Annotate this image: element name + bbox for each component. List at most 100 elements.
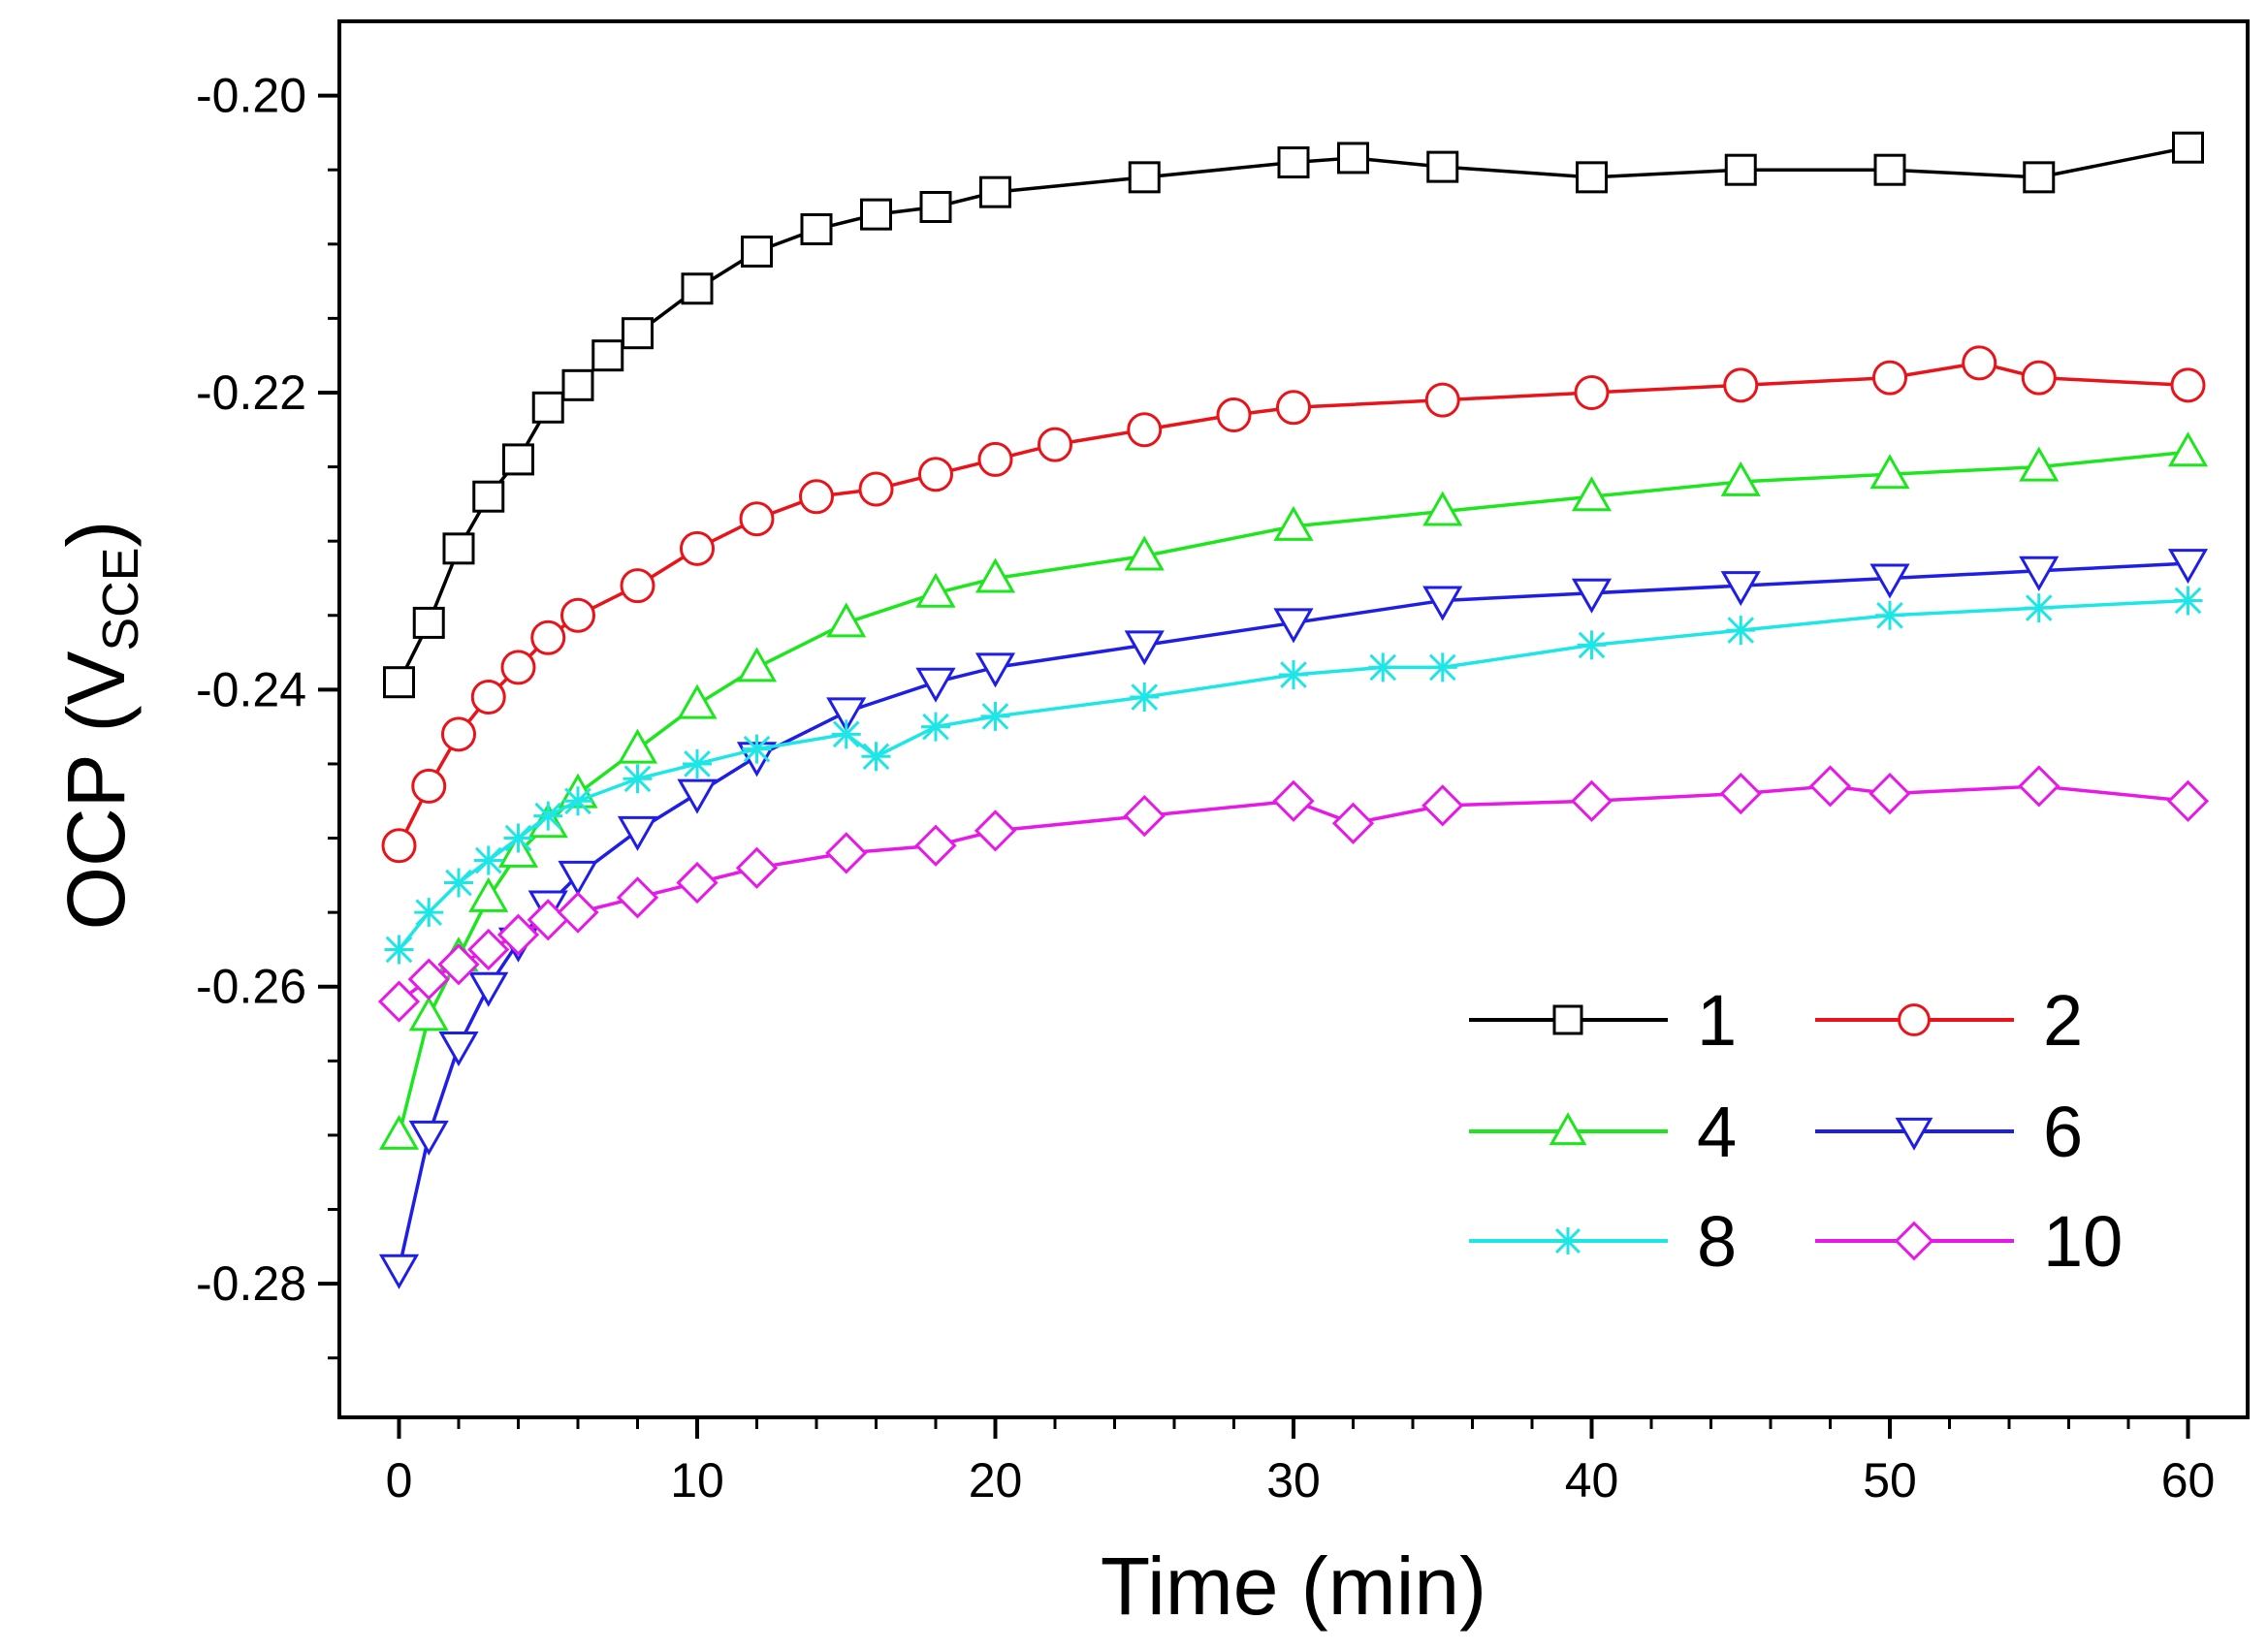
marker-star bbox=[1577, 630, 1607, 660]
marker-triangle-up bbox=[378, 1114, 420, 1150]
marker-triangle-down bbox=[438, 1032, 479, 1067]
marker-circle bbox=[1898, 1003, 1931, 1036]
marker-triangle-up bbox=[408, 996, 449, 1032]
legend: 1 2 4 6 8 10 bbox=[1469, 980, 2123, 1282]
x-tick-label: 30 bbox=[1266, 1453, 1321, 1508]
marker-triangle-down bbox=[1869, 563, 1910, 599]
tick-label-layer: 0 10 20 30 40 50 60 -0.28 -0.26 -0.24 -0.22 -0.20 bbox=[196, 69, 2215, 1508]
marker-triangle-up bbox=[826, 602, 867, 638]
y-tick-label: -0.28 bbox=[196, 1256, 306, 1311]
marker-square bbox=[2172, 131, 2204, 164]
marker-diamond bbox=[825, 832, 868, 874]
marker-star bbox=[831, 719, 861, 749]
marker-circle bbox=[2021, 360, 2057, 396]
marker-triangle-down bbox=[1571, 578, 1613, 614]
marker-diamond bbox=[2018, 765, 2060, 808]
legend-item-4: 4 bbox=[1469, 1092, 1737, 1172]
marker-triangle-up bbox=[1869, 454, 1910, 490]
marker-triangle-up bbox=[1720, 460, 1761, 496]
marker-square bbox=[800, 212, 833, 245]
marker-triangle-down bbox=[2019, 556, 2060, 591]
x-tick-label: 10 bbox=[670, 1453, 724, 1508]
series-10 bbox=[377, 765, 2210, 1023]
marker-triangle-down bbox=[1273, 608, 1314, 644]
marker-star bbox=[1554, 1227, 1581, 1254]
legend-label: 8 bbox=[1697, 1201, 1737, 1282]
marker-square bbox=[681, 272, 714, 305]
y-axis-title-main: OCP (V bbox=[50, 651, 142, 931]
y-tick-label: -0.22 bbox=[196, 365, 306, 420]
x-tick-label: 40 bbox=[1565, 1453, 1619, 1508]
marker-square bbox=[919, 190, 952, 223]
series-2 bbox=[381, 345, 2206, 864]
marker-triangle-up bbox=[1549, 1112, 1587, 1146]
marker-diamond bbox=[437, 943, 480, 986]
series-line-8 bbox=[398, 598, 2188, 951]
marker-diamond bbox=[1719, 772, 1762, 815]
marker-square bbox=[531, 391, 564, 424]
marker-triangle-up bbox=[677, 683, 718, 719]
marker-circle bbox=[799, 479, 834, 515]
marker-star bbox=[1726, 616, 1756, 646]
marker-triangle-up bbox=[1422, 491, 1463, 526]
marker-circle bbox=[1276, 390, 1311, 426]
marker-triangle-up bbox=[2167, 431, 2209, 467]
marker-star bbox=[1130, 683, 1160, 713]
marker-square bbox=[442, 532, 475, 565]
x-axis-title: Time (min) bbox=[1101, 1540, 1486, 1632]
marker-circle bbox=[977, 441, 1013, 477]
legend-label: 10 bbox=[2043, 1201, 2123, 1282]
marker-triangle-down bbox=[468, 971, 509, 1007]
marker-diamond bbox=[1869, 772, 1911, 815]
marker-diamond bbox=[676, 861, 719, 905]
marker-circle bbox=[1127, 412, 1163, 448]
marker-circle bbox=[560, 597, 595, 633]
marker-square bbox=[472, 480, 505, 513]
legend-label: 6 bbox=[2043, 1092, 2083, 1172]
marker-triangle-down bbox=[617, 815, 658, 851]
marker-square bbox=[1873, 153, 1906, 186]
marker-diamond bbox=[1421, 784, 1464, 827]
marker-circle bbox=[1723, 367, 1759, 403]
marker-circle bbox=[441, 716, 476, 752]
marker-circle bbox=[500, 650, 536, 685]
marker-diamond bbox=[974, 810, 1017, 852]
series-line-2 bbox=[397, 361, 2188, 846]
marker-diamond bbox=[496, 913, 540, 956]
marker-diamond bbox=[557, 891, 599, 934]
legend-item-10: 10 bbox=[1815, 1201, 2123, 1282]
marker-circle bbox=[858, 471, 894, 507]
marker-triangle-down bbox=[1720, 571, 1761, 607]
marker-square bbox=[979, 175, 1011, 208]
marker-triangle-down bbox=[974, 652, 1016, 688]
series-8 bbox=[384, 586, 2203, 965]
marker-triangle-up bbox=[915, 572, 956, 608]
series-6 bbox=[378, 549, 2209, 1289]
marker-star bbox=[503, 823, 533, 853]
marker-triangle-down bbox=[677, 778, 718, 814]
marker-square bbox=[2023, 161, 2056, 194]
marker-diamond bbox=[2166, 779, 2210, 822]
marker-square bbox=[1724, 153, 1757, 186]
marker-square bbox=[383, 666, 415, 699]
marker-star bbox=[1368, 652, 1398, 683]
marker-diamond bbox=[914, 824, 957, 867]
marker-triangle-up bbox=[468, 876, 509, 912]
series-1 bbox=[383, 131, 2204, 699]
marker-square bbox=[591, 339, 624, 372]
y-axis-title-subscript: SCE bbox=[93, 548, 149, 651]
marker-circle bbox=[2170, 367, 2206, 403]
marker-circle bbox=[1038, 427, 1072, 462]
marker-triangle-up bbox=[1273, 505, 1314, 541]
marker-square bbox=[502, 443, 534, 476]
legend-item-2: 2 bbox=[1815, 980, 2083, 1061]
marker-star bbox=[1427, 652, 1457, 683]
marker-diamond bbox=[467, 928, 510, 971]
marker-star bbox=[623, 764, 653, 794]
marker-triangle-down bbox=[378, 1254, 420, 1289]
marker-diamond bbox=[1570, 779, 1613, 822]
marker-triangle-up bbox=[1124, 535, 1165, 571]
marker-diamond bbox=[616, 876, 659, 919]
marker-diamond bbox=[1808, 765, 1852, 808]
marker-star bbox=[384, 935, 414, 965]
